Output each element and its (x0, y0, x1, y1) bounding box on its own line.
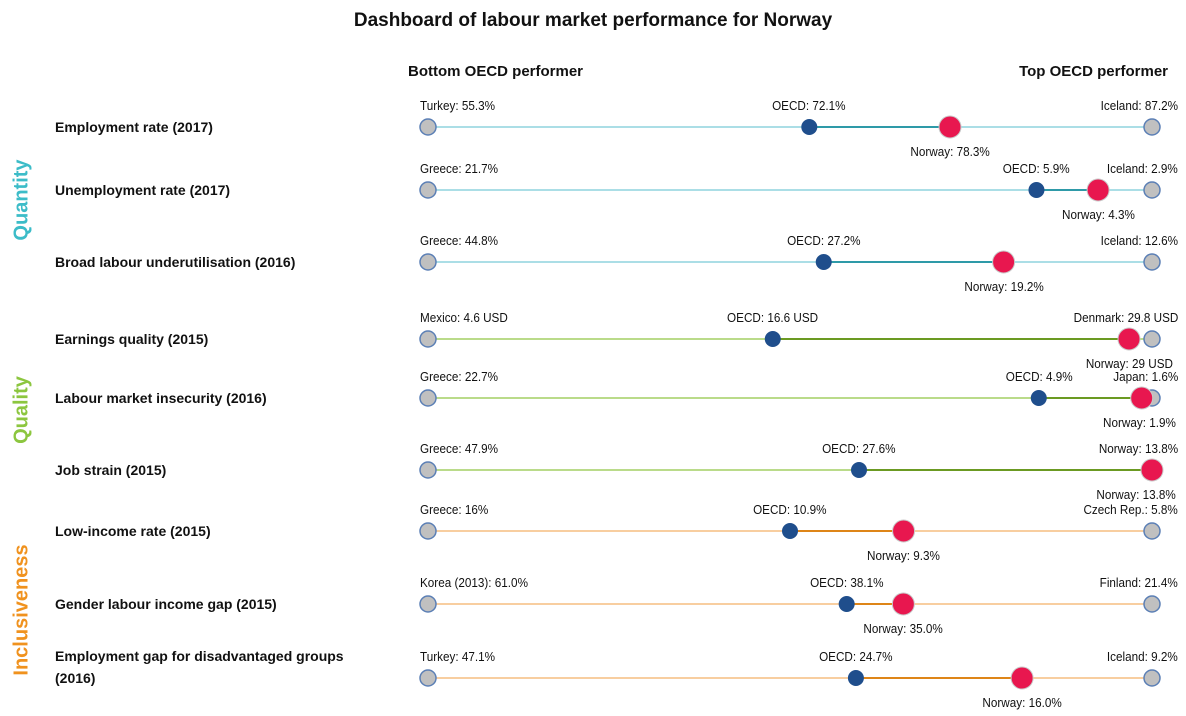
indicator-label: Labour market insecurity (2016) (55, 390, 267, 406)
norway-label: Norway: 1.9% (1103, 415, 1176, 430)
oecd-dot (1028, 182, 1045, 198)
group-label: Quality (10, 375, 33, 444)
norway-dot (938, 115, 962, 139)
oecd-dot (851, 462, 868, 478)
oecd-label: OECD: 5.9% (1003, 161, 1071, 176)
norway-label: Norway: 4.3% (1061, 207, 1135, 222)
bottom-label: Greece: 22.7% (420, 369, 499, 384)
bottom-dot (419, 118, 437, 136)
bottom-label: Turkey: 55.3% (420, 98, 496, 113)
oecd-dot (782, 523, 798, 539)
bottom-dot (419, 181, 437, 199)
bottom-label: Greece: 44.8% (420, 233, 499, 248)
top-dot (1143, 522, 1161, 540)
bottom-label: Turkey: 47.1% (420, 649, 496, 664)
bottom-dot (419, 669, 437, 687)
bottom-label: Greece: 16% (420, 502, 489, 517)
oecd-dot (801, 119, 818, 135)
norway-dot (891, 592, 915, 616)
indicator-label: Unemployment rate (2017) (55, 182, 231, 198)
norway-label: Norway: 9.3% (867, 548, 940, 563)
oecd-label: OECD: 4.9% (1005, 369, 1073, 384)
top-dot (1143, 118, 1161, 136)
bottom-label: Mexico: 4.6 USD (420, 310, 508, 325)
oecd-dot (847, 670, 864, 686)
bottom-dot (419, 595, 437, 613)
bottom-label: Greece: 47.9% (420, 441, 499, 456)
indicator-label: Gender labour income gap (2015) (55, 596, 277, 612)
chart-title: Dashboard of labour market performance f… (353, 10, 833, 31)
bottom-label: Greece: 21.7% (420, 161, 499, 176)
norway-label: Norway: 29 USD (1085, 356, 1173, 371)
norway-label: Norway: 13.8% (1096, 487, 1176, 502)
oecd-label: OECD: 24.7% (818, 649, 893, 664)
top-label: Japan: 1.6% (1112, 369, 1178, 384)
oecd-label: OECD: 10.9% (753, 502, 827, 517)
norway-dot (1010, 666, 1034, 690)
top-label: Iceland: 9.2% (1107, 649, 1178, 664)
indicator-label: Earnings quality (2015) (55, 331, 209, 347)
oecd-label: OECD: 16.6 USD (727, 310, 819, 325)
norway-dot (1130, 386, 1154, 410)
bottom-dot (419, 330, 437, 348)
norway-label: Norway: 16.0% (982, 695, 1062, 710)
norway-label: Norway: 35.0% (863, 621, 944, 636)
norway-label: Norway: 78.3% (910, 144, 990, 159)
group-label: Quantity (10, 158, 33, 241)
top-dot (1143, 253, 1161, 271)
bottom-dot (419, 461, 437, 479)
oecd-dot (815, 254, 832, 270)
top-dot (1143, 669, 1161, 687)
norway-dot (1117, 327, 1141, 351)
bottom-dot (419, 253, 437, 271)
indicator-label: Employment rate (2017) (55, 119, 213, 135)
norway-dot (1140, 458, 1164, 482)
norway-dot (1086, 178, 1110, 202)
indicator-label: Employment gap for disadvantaged groups … (55, 648, 344, 686)
indicator-label: Job strain (2015) (55, 462, 167, 478)
bottom-dot (419, 389, 437, 407)
oecd-dot (1030, 390, 1047, 406)
top-label: Czech Rep.: 5.8% (1083, 502, 1178, 517)
norway-dot (892, 519, 916, 543)
top-label: Iceland: 87.2% (1100, 98, 1178, 113)
oecd-label: OECD: 38.1% (809, 575, 884, 590)
left-header: Bottom OECD performer (408, 63, 584, 80)
top-dot (1143, 595, 1161, 613)
top-label: Denmark: 29.8 USD (1073, 310, 1178, 325)
oecd-label: OECD: 27.2% (786, 233, 861, 248)
oecd-dot (764, 331, 781, 347)
oecd-dot (838, 596, 855, 612)
norway-dot (992, 250, 1016, 274)
oecd-label: OECD: 72.1% (772, 98, 846, 113)
right-header: Top OECD performer (1019, 63, 1168, 80)
top-label: Finland: 21.4% (1099, 575, 1178, 590)
bottom-dot (419, 522, 437, 540)
oecd-label: OECD: 27.6% (822, 441, 896, 456)
top-label: Norway: 13.8% (1098, 441, 1178, 456)
bottom-label: Korea (2013): 61.0% (420, 575, 528, 590)
top-label: Iceland: 2.9% (1107, 161, 1178, 176)
norway-label: Norway: 19.2% (964, 279, 1044, 294)
group-label: Inclusiveness (10, 543, 33, 676)
indicator-label: Low-income rate (2015) (55, 523, 211, 539)
top-dot (1143, 330, 1161, 348)
top-label: Iceland: 12.6% (1100, 233, 1178, 248)
top-dot (1143, 181, 1161, 199)
indicator-label: Broad labour underutilisation (2016) (55, 254, 296, 270)
